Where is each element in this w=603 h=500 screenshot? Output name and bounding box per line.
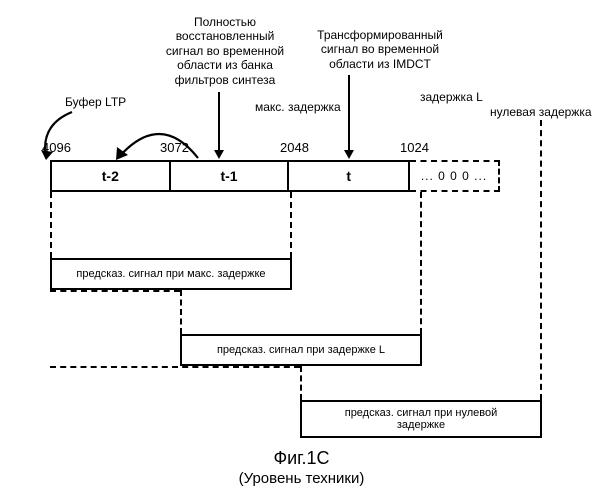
- buffer-cell-dots: ... 0 0 0 ...: [410, 160, 500, 192]
- tick-2048: 2048: [280, 140, 309, 155]
- arrow-line: [348, 75, 350, 152]
- dash-line-h: [50, 366, 300, 368]
- dash-line-h: [50, 290, 180, 292]
- max-delay-label: макс. задержка: [255, 100, 341, 114]
- figure-caption: Фиг.1C: [0, 448, 603, 469]
- buffer-row: t-2 t-1 t: [50, 160, 410, 192]
- dash-line: [540, 120, 542, 400]
- pred-box-l: предсказ. сигнал при задержке L: [180, 334, 422, 366]
- buffer-cell-t: t: [289, 162, 408, 190]
- dash-line: [300, 366, 302, 400]
- arrow-line: [218, 92, 220, 152]
- dash-line: [180, 290, 182, 334]
- figure-subcaption: (Уровень техники): [0, 470, 603, 487]
- tick-4096: 4096: [42, 140, 71, 155]
- full-restored-label: Полностьювосстановленныйсигнал во времен…: [155, 15, 295, 87]
- ltp-buffer-label: Буфер LTP: [65, 95, 126, 109]
- pred-box-max: предсказ. сигнал при макс. задержке: [50, 258, 292, 290]
- arrow-head-down-icon: [214, 150, 224, 159]
- pred-box-zero: предсказ. сигнал при нулевойзадержке: [300, 400, 542, 438]
- buffer-cell-t-2: t-2: [52, 162, 171, 190]
- tick-3072: 3072: [160, 140, 189, 155]
- dash-line: [420, 192, 422, 334]
- delay-l-label: задержка L: [420, 90, 483, 104]
- zero-delay-label: нулевая задержка: [490, 105, 592, 119]
- transformed-label: Трансформированныйсигнал во временнойобл…: [305, 28, 455, 71]
- tick-1024: 1024: [400, 140, 429, 155]
- dash-line: [50, 192, 52, 258]
- dash-line: [290, 192, 292, 258]
- buffer-cell-t-1: t-1: [171, 162, 290, 190]
- arrow-head-down-icon: [344, 150, 354, 159]
